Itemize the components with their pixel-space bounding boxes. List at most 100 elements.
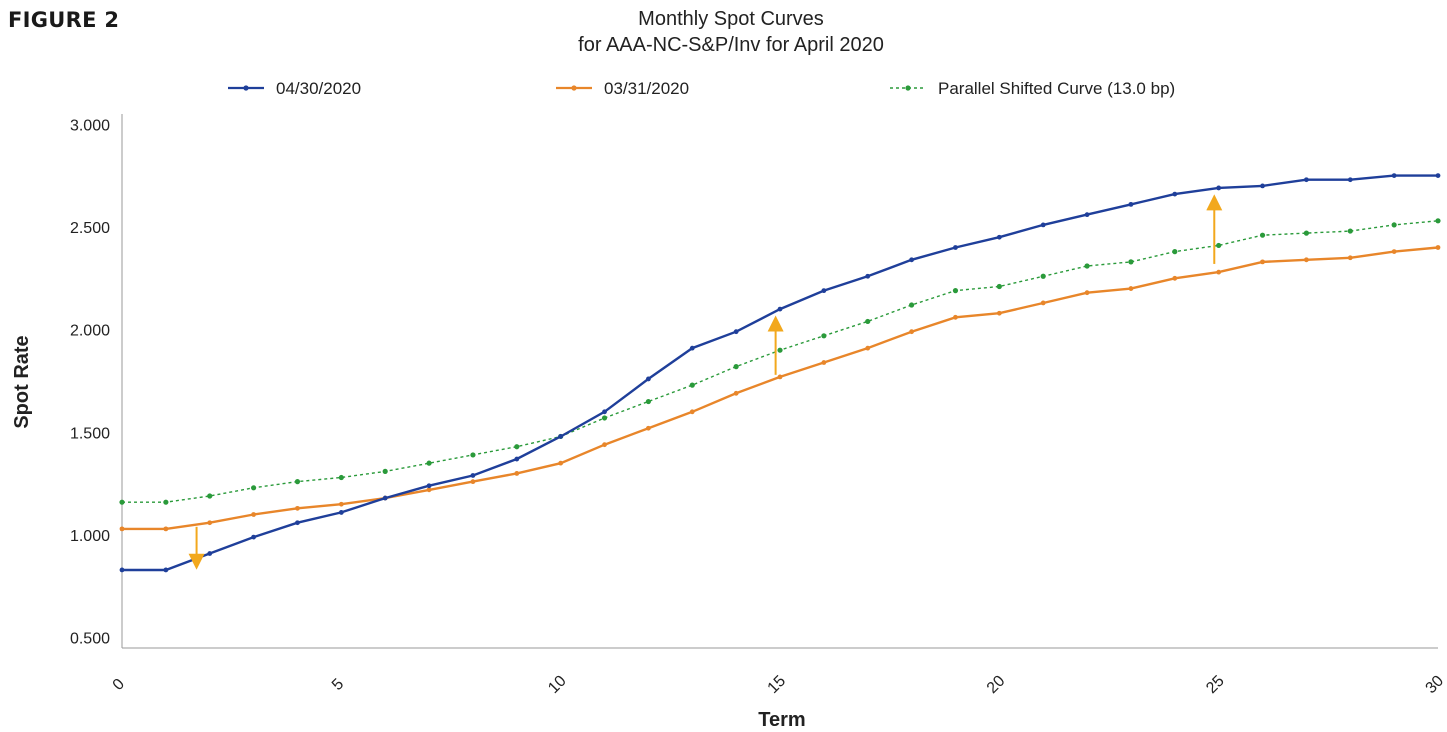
data-point <box>338 510 344 515</box>
legend-item: 04/30/2020 <box>228 79 361 98</box>
data-point <box>1303 230 1309 236</box>
x-axis-title: Term <box>758 709 805 731</box>
data-point <box>1128 259 1134 265</box>
data-point <box>163 526 169 532</box>
data-point <box>294 479 301 485</box>
data-point <box>470 452 476 458</box>
data-point <box>207 493 213 499</box>
data-point <box>1172 249 1178 255</box>
data-point <box>558 460 564 466</box>
legend-item: Parallel Shifted Curve (13.0 bp) <box>890 79 1175 98</box>
x-tick-label: 10 <box>545 672 570 697</box>
data-point <box>251 512 256 517</box>
chart-legend: 04/30/2020 03/31/2020 Parallel Shifted Cur… <box>228 79 1175 98</box>
series-2 <box>119 218 1441 505</box>
chart-title: Monthly Spot Curves <box>638 8 824 30</box>
data-point <box>119 526 125 532</box>
y-axis-title: Spot Rate <box>11 335 33 428</box>
data-point <box>295 505 300 511</box>
data-point <box>646 376 651 382</box>
legend-marker <box>243 85 249 91</box>
chart-axes: 3.000 2.500 2.000 1.500 1.000 0.500 0 5 10 15 20 25… <box>70 114 1447 697</box>
legend-marker <box>905 85 911 91</box>
data-point <box>1084 212 1090 218</box>
data-point <box>426 487 432 493</box>
data-point <box>1347 177 1353 183</box>
data-point <box>1040 222 1046 228</box>
y-tick-label: 1.500 <box>70 425 110 442</box>
legend-marker <box>571 85 577 91</box>
data-point <box>602 442 607 448</box>
data-point <box>514 456 520 462</box>
data-point <box>1347 228 1353 234</box>
data-point <box>909 302 915 308</box>
data-point <box>909 257 914 263</box>
data-point <box>821 288 827 294</box>
data-point <box>163 499 169 505</box>
data-point <box>602 409 607 415</box>
data-point <box>777 374 783 380</box>
data-point <box>1128 286 1134 291</box>
data-point <box>1040 300 1046 306</box>
data-point <box>1172 275 1178 281</box>
data-point <box>996 310 1002 316</box>
data-point <box>470 479 476 485</box>
y-tick-label: 2.000 <box>70 323 110 340</box>
data-point <box>1040 273 1046 279</box>
series-line <box>122 174 1438 572</box>
data-point <box>558 434 564 439</box>
y-tick-label: 1.000 <box>70 528 110 545</box>
x-tick-label: 20 <box>984 672 1009 697</box>
data-point <box>953 314 958 320</box>
data-point <box>1084 290 1090 296</box>
y-tick-label: 0.500 <box>70 631 110 648</box>
data-point <box>777 306 783 312</box>
data-point <box>1304 177 1309 183</box>
data-point <box>1128 201 1134 207</box>
data-point <box>689 409 695 415</box>
data-point <box>1435 173 1441 179</box>
data-point <box>1216 242 1222 249</box>
x-tick-label: 5 <box>329 676 347 694</box>
data-point <box>865 273 871 279</box>
data-point <box>338 474 344 481</box>
data-point <box>207 520 213 526</box>
data-point <box>689 382 695 388</box>
series-1 <box>119 245 1441 532</box>
data-point <box>295 520 300 526</box>
data-point <box>1259 232 1266 238</box>
data-point <box>426 483 432 489</box>
data-point <box>777 347 783 353</box>
series-0 <box>119 173 1441 573</box>
data-point <box>865 318 871 325</box>
data-point <box>426 460 432 466</box>
data-point <box>514 444 520 450</box>
data-point <box>952 288 959 294</box>
data-point <box>689 345 695 351</box>
data-point <box>382 468 388 474</box>
data-point <box>821 360 827 365</box>
series-line <box>122 220 1439 503</box>
data-point <box>733 364 739 370</box>
legend-item: 03/31/2020 <box>556 79 689 98</box>
y-tick-label: 3.000 <box>70 117 110 134</box>
data-point <box>1435 245 1441 250</box>
series-line <box>122 246 1439 531</box>
x-tick-label: 25 <box>1203 672 1228 697</box>
data-point <box>1260 259 1265 265</box>
x-tick-label: 0 <box>110 676 128 694</box>
data-point <box>251 534 256 540</box>
data-point <box>1435 218 1441 224</box>
data-point <box>996 283 1002 290</box>
data-point <box>645 398 652 405</box>
data-point <box>1304 257 1309 263</box>
chart-annotations <box>188 194 1223 570</box>
data-point <box>338 501 344 507</box>
data-point <box>1216 185 1222 191</box>
chart-series <box>119 173 1441 573</box>
legend-label: 03/31/2020 <box>604 79 689 98</box>
data-point <box>1347 255 1353 261</box>
data-point <box>733 329 739 335</box>
data-point <box>514 471 520 476</box>
